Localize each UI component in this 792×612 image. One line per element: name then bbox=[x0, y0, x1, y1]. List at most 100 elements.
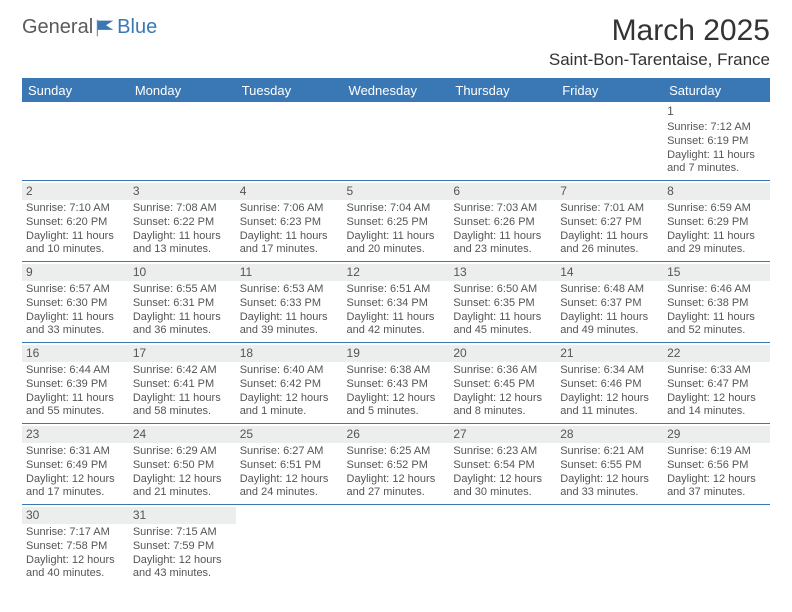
sunset-text: Sunset: 6:55 PM bbox=[560, 459, 659, 473]
daylight-text: and 13 minutes. bbox=[133, 243, 232, 257]
calendar-cell: 18Sunrise: 6:40 AMSunset: 6:42 PMDayligh… bbox=[236, 343, 343, 424]
sunset-text: Sunset: 6:31 PM bbox=[133, 297, 232, 311]
daylight-text: Daylight: 11 hours bbox=[667, 149, 766, 163]
day-number: 13 bbox=[449, 264, 556, 281]
flag-icon bbox=[95, 17, 117, 39]
daylight-text: Daylight: 12 hours bbox=[453, 392, 552, 406]
calendar-row: 1Sunrise: 7:12 AMSunset: 6:19 PMDaylight… bbox=[22, 102, 770, 181]
day-number: 7 bbox=[556, 183, 663, 200]
day-number: 22 bbox=[663, 345, 770, 362]
day-number: 6 bbox=[449, 183, 556, 200]
calendar-cell bbox=[236, 102, 343, 181]
day-number: 26 bbox=[343, 426, 450, 443]
daylight-text: Daylight: 12 hours bbox=[133, 554, 232, 568]
sunset-text: Sunset: 6:34 PM bbox=[347, 297, 446, 311]
day-number: 24 bbox=[129, 426, 236, 443]
daylight-text: and 8 minutes. bbox=[453, 405, 552, 419]
daylight-text: Daylight: 11 hours bbox=[26, 392, 125, 406]
daylight-text: and 26 minutes. bbox=[560, 243, 659, 257]
sunset-text: Sunset: 6:51 PM bbox=[240, 459, 339, 473]
daylight-text: Daylight: 12 hours bbox=[133, 473, 232, 487]
daylight-text: Daylight: 12 hours bbox=[453, 473, 552, 487]
sunset-text: Sunset: 6:37 PM bbox=[560, 297, 659, 311]
calendar-cell bbox=[556, 505, 663, 586]
day-number: 23 bbox=[22, 426, 129, 443]
calendar-cell: 31Sunrise: 7:15 AMSunset: 7:59 PMDayligh… bbox=[129, 505, 236, 586]
calendar-cell: 15Sunrise: 6:46 AMSunset: 6:38 PMDayligh… bbox=[663, 262, 770, 343]
calendar-cell: 29Sunrise: 6:19 AMSunset: 6:56 PMDayligh… bbox=[663, 424, 770, 505]
daylight-text: and 7 minutes. bbox=[667, 162, 766, 176]
sunrise-text: Sunrise: 6:38 AM bbox=[347, 364, 446, 378]
daylight-text: Daylight: 11 hours bbox=[667, 311, 766, 325]
calendar-cell: 10Sunrise: 6:55 AMSunset: 6:31 PMDayligh… bbox=[129, 262, 236, 343]
daylight-text: and 49 minutes. bbox=[560, 324, 659, 338]
day-number: 11 bbox=[236, 264, 343, 281]
day-number: 19 bbox=[343, 345, 450, 362]
logo-word1: General bbox=[22, 16, 93, 39]
sunset-text: Sunset: 6:29 PM bbox=[667, 216, 766, 230]
day-number: 5 bbox=[343, 183, 450, 200]
daylight-text: Daylight: 11 hours bbox=[560, 311, 659, 325]
daylight-text: and 14 minutes. bbox=[667, 405, 766, 419]
daylight-text: Daylight: 12 hours bbox=[667, 392, 766, 406]
sunrise-text: Sunrise: 6:29 AM bbox=[133, 445, 232, 459]
calendar-cell bbox=[449, 505, 556, 586]
calendar-cell bbox=[129, 102, 236, 181]
daylight-text: and 37 minutes. bbox=[667, 486, 766, 500]
daylight-text: and 33 minutes. bbox=[26, 324, 125, 338]
daylight-text: Daylight: 12 hours bbox=[667, 473, 766, 487]
daylight-text: Daylight: 11 hours bbox=[240, 311, 339, 325]
day-number: 21 bbox=[556, 345, 663, 362]
day-number: 14 bbox=[556, 264, 663, 281]
sunrise-text: Sunrise: 6:57 AM bbox=[26, 283, 125, 297]
daylight-text: and 39 minutes. bbox=[240, 324, 339, 338]
daylight-text: Daylight: 12 hours bbox=[560, 473, 659, 487]
calendar-row: 16Sunrise: 6:44 AMSunset: 6:39 PMDayligh… bbox=[22, 343, 770, 424]
calendar-cell bbox=[236, 505, 343, 586]
calendar-cell bbox=[663, 505, 770, 586]
sunrise-text: Sunrise: 7:10 AM bbox=[26, 202, 125, 216]
daylight-text: Daylight: 11 hours bbox=[133, 230, 232, 244]
title-block: March 2025 Saint-Bon-Tarentaise, France bbox=[549, 14, 770, 70]
sunrise-text: Sunrise: 6:44 AM bbox=[26, 364, 125, 378]
calendar-cell: 23Sunrise: 6:31 AMSunset: 6:49 PMDayligh… bbox=[22, 424, 129, 505]
day-number: 15 bbox=[663, 264, 770, 281]
sunset-text: Sunset: 6:22 PM bbox=[133, 216, 232, 230]
sunrise-text: Sunrise: 6:27 AM bbox=[240, 445, 339, 459]
daylight-text: Daylight: 11 hours bbox=[453, 230, 552, 244]
sunset-text: Sunset: 6:39 PM bbox=[26, 378, 125, 392]
daylight-text: and 21 minutes. bbox=[133, 486, 232, 500]
calendar-cell: 16Sunrise: 6:44 AMSunset: 6:39 PMDayligh… bbox=[22, 343, 129, 424]
calendar-row: 30Sunrise: 7:17 AMSunset: 7:58 PMDayligh… bbox=[22, 505, 770, 586]
calendar-cell: 13Sunrise: 6:50 AMSunset: 6:35 PMDayligh… bbox=[449, 262, 556, 343]
daylight-text: and 24 minutes. bbox=[240, 486, 339, 500]
daylight-text: Daylight: 12 hours bbox=[347, 473, 446, 487]
calendar-cell bbox=[449, 102, 556, 181]
sunrise-text: Sunrise: 7:03 AM bbox=[453, 202, 552, 216]
day-number: 29 bbox=[663, 426, 770, 443]
sunrise-text: Sunrise: 7:06 AM bbox=[240, 202, 339, 216]
daylight-text: and 29 minutes. bbox=[667, 243, 766, 257]
daylight-text: and 17 minutes. bbox=[26, 486, 125, 500]
day-number: 9 bbox=[22, 264, 129, 281]
day-number: 3 bbox=[129, 183, 236, 200]
calendar-cell: 30Sunrise: 7:17 AMSunset: 7:58 PMDayligh… bbox=[22, 505, 129, 586]
sunrise-text: Sunrise: 6:33 AM bbox=[667, 364, 766, 378]
daylight-text: and 58 minutes. bbox=[133, 405, 232, 419]
sunrise-text: Sunrise: 6:42 AM bbox=[133, 364, 232, 378]
daylight-text: Daylight: 11 hours bbox=[26, 230, 125, 244]
sunset-text: Sunset: 6:50 PM bbox=[133, 459, 232, 473]
sunset-text: Sunset: 6:38 PM bbox=[667, 297, 766, 311]
day-header: Monday bbox=[129, 79, 236, 103]
sunset-text: Sunset: 6:47 PM bbox=[667, 378, 766, 392]
sunrise-text: Sunrise: 7:17 AM bbox=[26, 526, 125, 540]
daylight-text: Daylight: 12 hours bbox=[26, 554, 125, 568]
sunrise-text: Sunrise: 6:51 AM bbox=[347, 283, 446, 297]
sunrise-text: Sunrise: 6:53 AM bbox=[240, 283, 339, 297]
calendar-cell: 4Sunrise: 7:06 AMSunset: 6:23 PMDaylight… bbox=[236, 181, 343, 262]
daylight-text: Daylight: 12 hours bbox=[240, 392, 339, 406]
sunrise-text: Sunrise: 7:12 AM bbox=[667, 121, 766, 135]
location: Saint-Bon-Tarentaise, France bbox=[549, 50, 770, 70]
calendar-row: 23Sunrise: 6:31 AMSunset: 6:49 PMDayligh… bbox=[22, 424, 770, 505]
day-number: 12 bbox=[343, 264, 450, 281]
